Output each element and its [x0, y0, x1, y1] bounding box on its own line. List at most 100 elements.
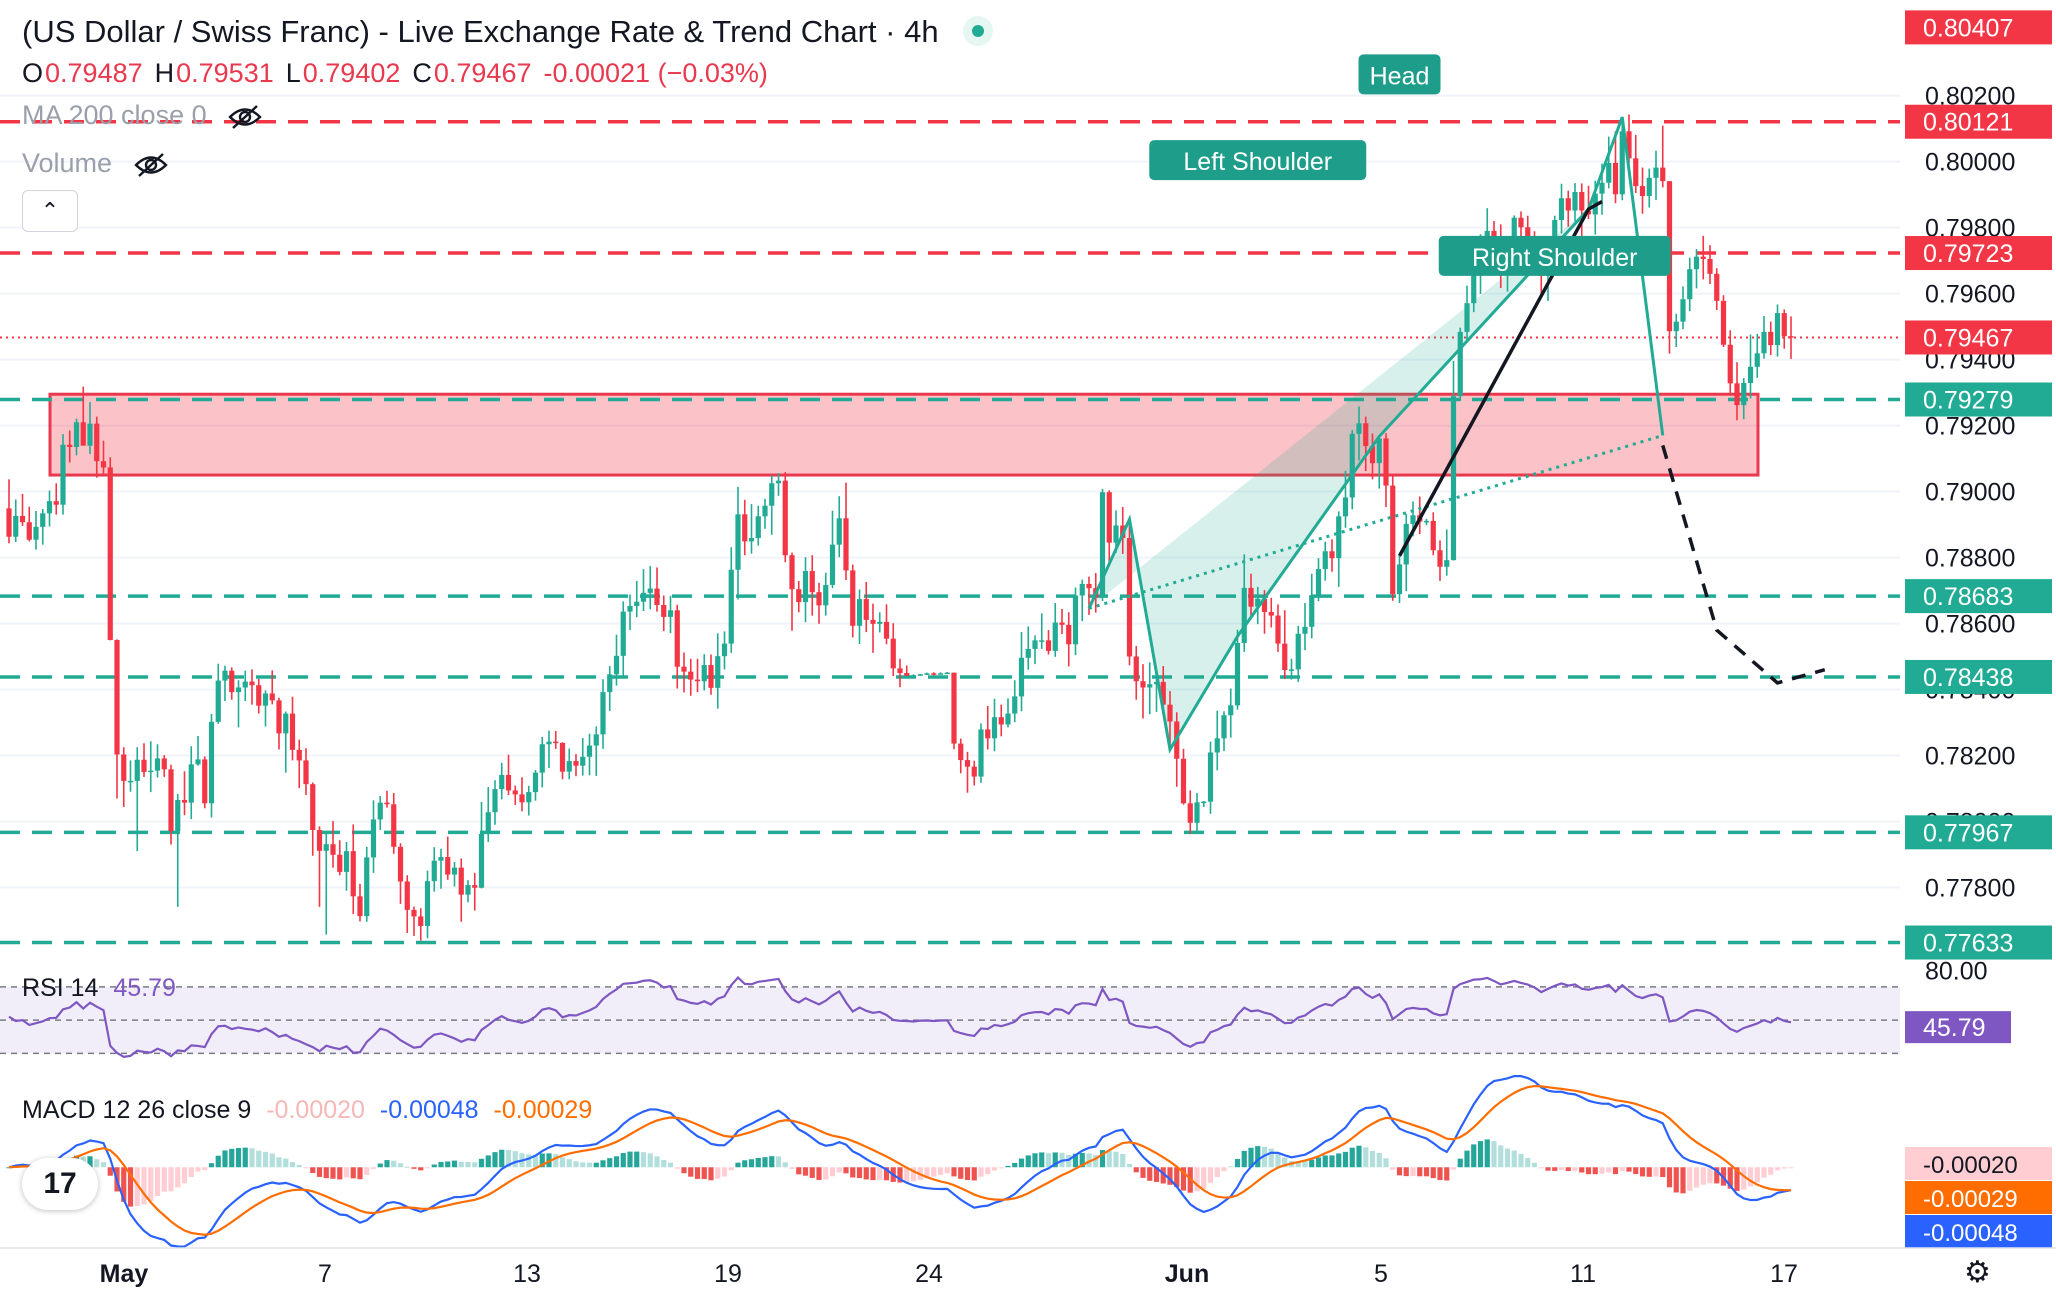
candle-body — [249, 681, 255, 686]
candle — [728, 547, 734, 653]
macd-hist-bar — [208, 1163, 215, 1168]
candle-body — [87, 423, 93, 446]
time-tick-label: 19 — [714, 1260, 742, 1288]
candle — [33, 511, 39, 550]
macd-hist-bar — [1545, 1167, 1551, 1171]
open-key: O — [22, 58, 44, 88]
macd-hist-bar — [472, 1162, 478, 1168]
candle-body — [1059, 622, 1065, 625]
macd-hist-bar — [1194, 1167, 1200, 1192]
macd-legend[interactable]: MACD 12 26 close 9 -0.00020 -0.00048 -0.… — [22, 1096, 592, 1125]
macd-hist-bar — [404, 1166, 410, 1168]
macd-hist-bar — [1383, 1158, 1389, 1168]
rsi-pane: 80.00 45.79 — [0, 957, 2011, 1059]
eye-hidden-icon[interactable] — [133, 152, 168, 178]
settings-gear-icon[interactable]: ⚙ — [1964, 1256, 1991, 1289]
candle-body — [1275, 615, 1281, 644]
macd-hist-bar — [769, 1156, 775, 1168]
collapse-legend-button[interactable]: ⌃ — [22, 190, 78, 232]
candle — [215, 663, 221, 724]
macd-hist-bar — [262, 1151, 269, 1168]
price-tag — [1905, 320, 2052, 355]
candle — [181, 771, 188, 816]
macd-hist-bar — [816, 1167, 822, 1180]
macd-hist-bar — [1396, 1167, 1403, 1176]
macd-hist-bar — [296, 1164, 302, 1168]
candle — [438, 848, 444, 889]
candle — [1356, 406, 1362, 461]
symbol-title[interactable]: (US Dollar / Swiss Franc) - Live Exchang… — [22, 14, 939, 49]
candle-body — [748, 538, 755, 542]
candle-body — [1572, 192, 1578, 211]
candle-body — [431, 860, 437, 882]
candle-body — [1693, 256, 1700, 270]
candle-body — [1639, 186, 1646, 196]
candle — [1018, 632, 1025, 712]
candle-body — [775, 480, 782, 484]
candle — [121, 747, 127, 807]
price-axis: 0.802000.800000.798000.796000.794000.792… — [1905, 10, 2052, 960]
macd-hist-bar — [1086, 1153, 1092, 1168]
price-tick-label: 0.79200 — [1925, 413, 2015, 441]
pattern-label-text: Left Shoulder — [1183, 148, 1332, 176]
macd-hist-bar — [350, 1167, 356, 1179]
candle-body — [127, 780, 134, 783]
candle — [1342, 470, 1349, 528]
candle-body — [890, 638, 896, 669]
macd-hist-bar — [141, 1167, 147, 1205]
macd-hist-bar — [1012, 1162, 1018, 1168]
eye-hidden-icon[interactable] — [228, 104, 262, 130]
ma-legend[interactable]: MA 200 close 0 — [22, 100, 262, 131]
macd-hist-bar — [1504, 1148, 1511, 1168]
candle-body — [1052, 622, 1058, 651]
price-tick-label: 0.78800 — [1925, 545, 2015, 573]
candle — [1761, 316, 1767, 359]
candle-body — [1774, 313, 1781, 346]
macd-hist-bar — [1471, 1144, 1477, 1168]
macd-hist-bar — [944, 1167, 950, 1174]
candle-body — [809, 571, 815, 593]
candle-body — [1086, 583, 1092, 589]
macd-hist-bar — [1376, 1152, 1382, 1168]
candle — [26, 506, 32, 542]
candle — [1187, 790, 1193, 834]
macd-hist-bar — [1531, 1162, 1538, 1168]
macd-hist-bar — [985, 1167, 991, 1175]
macd-hist-bar — [924, 1167, 930, 1179]
candle-body — [370, 819, 377, 858]
pattern-lines — [1087, 116, 1826, 754]
macd-hist-bar — [1079, 1152, 1085, 1168]
candle-body — [789, 555, 795, 590]
macd-hist-bar — [181, 1167, 188, 1184]
price-tag-text: 0.79723 — [1923, 240, 2013, 268]
macd-hist-bar — [411, 1167, 417, 1169]
macd-hist-bar — [418, 1167, 424, 1171]
macd-hist-bar — [1302, 1161, 1308, 1168]
macd-tag-text: -0.00020 — [1923, 1152, 2018, 1179]
candle — [1369, 433, 1376, 480]
candle-body — [991, 717, 998, 739]
rsi-legend[interactable]: RSI 14 45.79 — [22, 974, 176, 1003]
candle — [559, 742, 566, 780]
macd-hist-bar — [1126, 1163, 1133, 1168]
macd-hist-bar — [215, 1155, 221, 1168]
macd-hist-bar — [1417, 1167, 1423, 1177]
time-tick-label: May — [100, 1260, 149, 1288]
macd-hist-bar — [1153, 1167, 1160, 1182]
candle-body — [46, 501, 53, 514]
candle — [843, 482, 849, 580]
candle-body — [1788, 336, 1794, 338]
macd-hist-bar — [222, 1150, 228, 1168]
tradingview-logo[interactable]: 17 — [22, 1158, 98, 1210]
volume-legend[interactable]: Volume — [22, 148, 168, 179]
candle — [323, 832, 329, 935]
candle-body — [1268, 611, 1274, 616]
candle-body — [1066, 624, 1072, 645]
candle — [188, 746, 194, 820]
candle-body — [1565, 198, 1571, 211]
rsi-tick-label: 80.00 — [1925, 957, 1988, 985]
candle-body — [856, 599, 863, 626]
candle — [1072, 587, 1079, 656]
macd-hist-bar — [303, 1167, 309, 1169]
